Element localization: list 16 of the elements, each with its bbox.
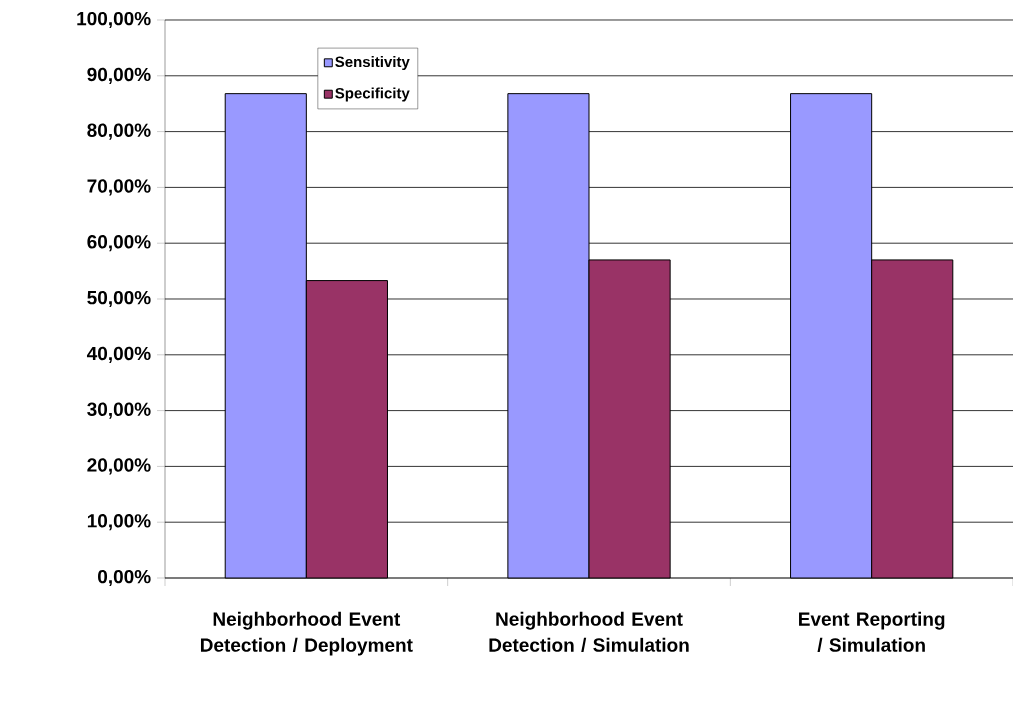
x-tick-label: Neighborhood Event Detection / Simulation — [489, 611, 689, 653]
y-tick-label: 60,00% — [87, 235, 151, 252]
x-tick-label: Event Reporting / Simulation — [799, 611, 945, 653]
y-tick-label: 30,00% — [87, 402, 151, 419]
legend-label: Specificity — [335, 87, 410, 102]
y-tick-label: 50,00% — [87, 290, 151, 308]
y-tick-label: 0,00% — [98, 569, 151, 587]
x-tick-label: Neighborhood Event Detection / Deployment — [200, 611, 413, 656]
y-tick-label: 70,00% — [87, 179, 151, 196]
y-tick-label: 20,00% — [87, 458, 151, 475]
y-tick-label: 10,00% — [87, 514, 151, 531]
y-tick-label: 80,00% — [87, 123, 151, 140]
legend-label: Sensitivity — [335, 56, 410, 71]
y-tick-label: 100,00% — [77, 11, 151, 29]
y-tick-label: 90,00% — [87, 67, 151, 84]
y-tick-label: 40,00% — [86, 346, 151, 363]
